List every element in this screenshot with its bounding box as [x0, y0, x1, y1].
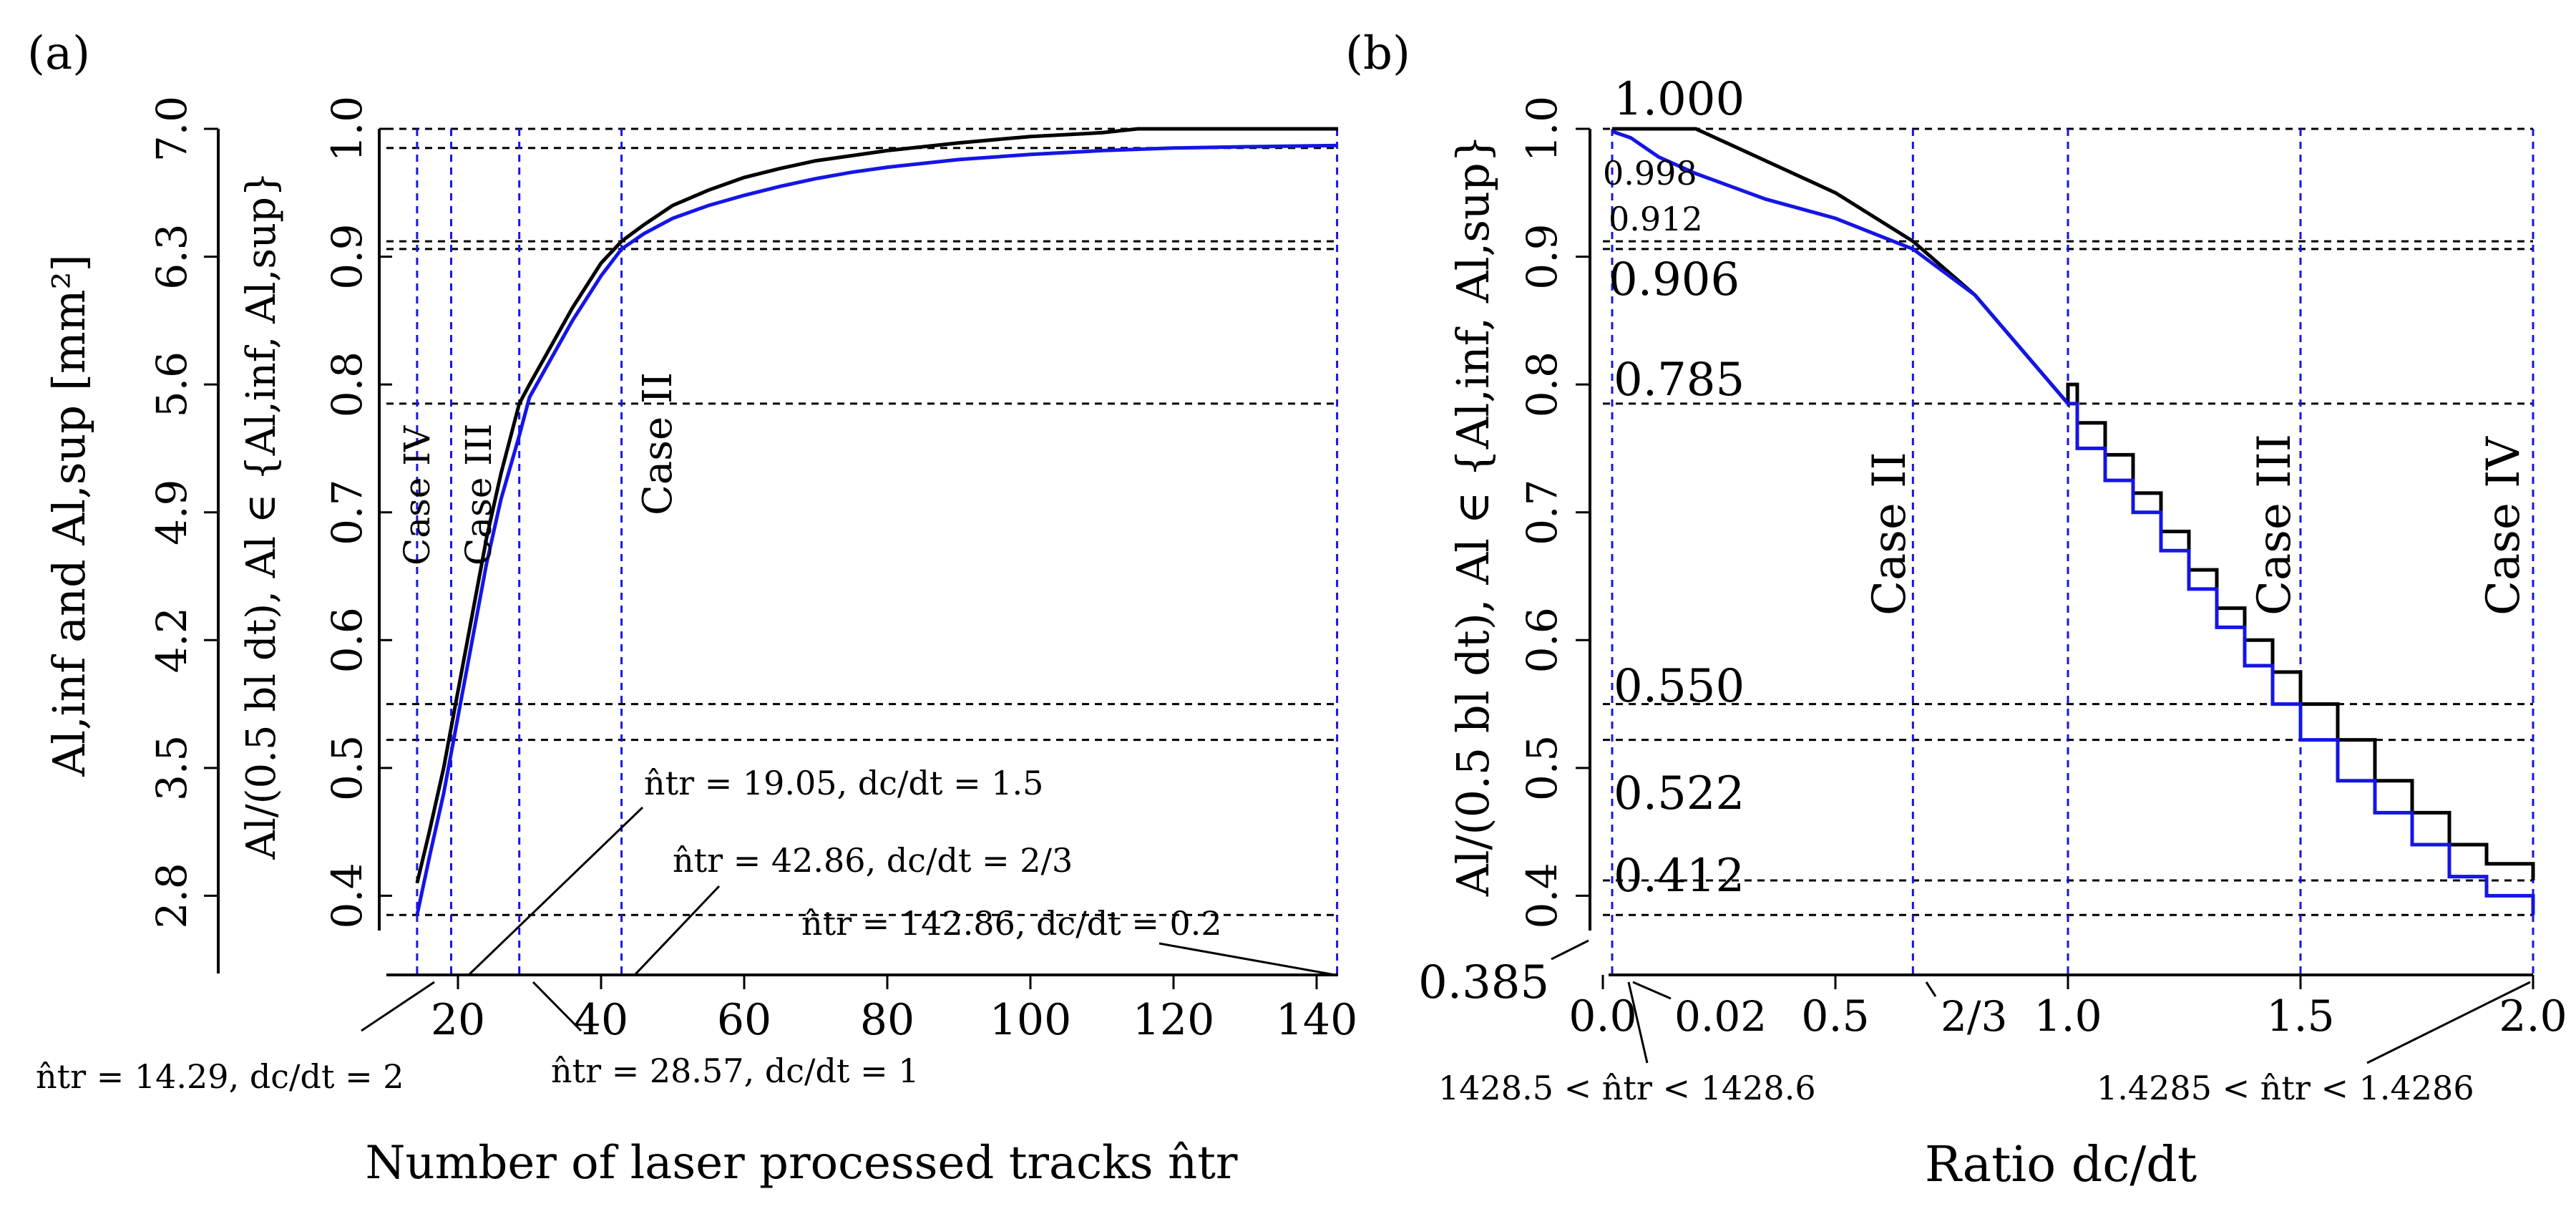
panel-a-x-tick-label: 100 [990, 995, 1072, 1045]
panel-a-x-tick-label: 80 [860, 995, 914, 1045]
panel-a-area-tick-label: 6.3 [147, 223, 196, 289]
panel-a-x-tick-label: 120 [1133, 995, 1215, 1045]
panel-b-label: (b) [1345, 27, 1410, 80]
tick-002: 0.02 [1674, 992, 1767, 1041]
panel-a-series-sup [415, 127, 1338, 884]
panel-a-ratio-tick-label: 0.9 [323, 223, 371, 289]
panel-b-y-tick-label: 0.9 [1518, 223, 1566, 289]
panel-a-area-tick-label: 4.2 [147, 607, 196, 673]
panel-b-y-tick-label: 0.6 [1518, 607, 1566, 673]
annotation-1428: 1428.5 < n̂tr < 1428.6 [1438, 1069, 1816, 1107]
leader-19 [467, 806, 644, 976]
panel-a-case-iv: Case IV [396, 425, 438, 565]
panel-a-x-tick-label: 140 [1276, 995, 1358, 1045]
leader-1428 [1627, 981, 1649, 1064]
panel-a-case-ii: Case II [635, 372, 681, 515]
panel-b-ylabel: Al/(0.5 bl dt), Al ∈ {Al,inf, Al,sup} [1447, 135, 1499, 897]
leader-142 [1158, 942, 1336, 976]
panel-a-label: (a) [27, 27, 90, 80]
panel-b-value-labels: 1.000 0.998 0.912 0.906 0.785 0.550 0.52… [1418, 73, 1745, 1009]
value-0412: 0.412 [1614, 850, 1745, 903]
annotation-142: n̂tr = 142.86, dc/dt = 0.2 [801, 904, 1222, 943]
panel-b: (b) 0.4 0.5 0.6 0.7 0.8 0.9 1.0 0.0 0.5 1.0 1.5 2.… [1345, 27, 2567, 1193]
panel-a-ratio-tick-label: 0.6 [323, 607, 371, 673]
leader-23 [1925, 981, 1937, 997]
leader-42 [633, 885, 721, 976]
panel-a-ratio-tick-label: 0.5 [323, 735, 371, 801]
panel-b-y-tick-label: 0.7 [1518, 480, 1566, 545]
panel-a-x-tick-label: 40 [574, 995, 628, 1045]
panel-a-x-tick-label: 60 [717, 995, 771, 1045]
annotation-42: n̂tr = 42.86, dc/dt = 2/3 [673, 841, 1073, 880]
panel-a-x-ticks: 20 40 60 80 100 120 140 [431, 975, 1357, 1045]
value-0550: 0.550 [1614, 660, 1745, 713]
panel-b-y-ticks: 0.4 0.5 0.6 0.7 0.8 0.9 1.0 [1518, 96, 1590, 929]
panel-b-y-tick-label: 1.0 [1518, 96, 1566, 162]
panel-a-horizontal-reference-lines [386, 127, 1338, 916]
annotation-28: n̂tr = 28.57, dc/dt = 1 [551, 1052, 919, 1090]
panel-a-ratio-tick-label: 0.7 [323, 480, 371, 545]
panel-a-ratio-tick-label: 1.0 [323, 96, 371, 162]
panel-b-xlabel: Ratio dc/dt [1925, 1137, 2197, 1193]
panel-b-series-inf [1611, 130, 2535, 916]
value-0785: 0.785 [1614, 354, 1745, 407]
panel-b-x-tick-label: 2.0 [2499, 991, 2567, 1041]
panel-a-ratio-tick-label: 0.4 [323, 863, 371, 928]
panel-a-case-iii: Case III [458, 424, 499, 565]
panel-b-x-tick-label: 0.0 [1568, 991, 1636, 1041]
panel-b-x-ticks: 0.0 0.5 1.0 1.5 2.0 [1568, 975, 2567, 1041]
value-0998: 0.998 [1603, 154, 1697, 193]
panel-a-xlabel: Number of laser processed tracks n̂tr [365, 1137, 1237, 1190]
tick-2-3: 2/3 [1941, 992, 2007, 1041]
panel-a-area-tick-label: 2.8 [147, 863, 196, 928]
panel-b-case-iii: Case III [2248, 434, 2301, 616]
panel-a-ratio-tick-label: 0.8 [323, 351, 371, 417]
panel-b-y-tick-label: 0.8 [1518, 351, 1566, 417]
panel-a-ylabel-inner: Al/(0.5 bl dt), Al ∈ {Al,inf, Al,sup} [238, 171, 285, 860]
leader-0385 [1551, 939, 1589, 961]
panel-a-area-tick-label: 7.0 [147, 96, 196, 162]
panel-a-annotations: n̂tr = 19.05, dc/dt = 1.5 n̂tr = 42.86, … [36, 764, 1336, 1096]
value-1000: 1.000 [1614, 73, 1745, 126]
panel-a-ylabel-outer: Al,inf and Al,sup [mm²] [43, 254, 95, 777]
panel-a-area-tick-label: 4.9 [147, 480, 196, 545]
panel-b-x-tick-label: 1.5 [2266, 991, 2334, 1041]
panel-a-series [415, 127, 1339, 916]
panel-b-y-tick-label: 0.4 [1518, 863, 1566, 928]
panel-b-vertical-reference-lines [1611, 129, 2534, 975]
leader-28 [532, 981, 582, 1032]
panel-a: (a) 2.83.54.24.95.66.37.0 0.40.50.60.70.… [27, 27, 1357, 1190]
panel-b-series [1611, 127, 2535, 916]
annotation-14: n̂tr = 14.29, dc/dt = 2 [36, 1057, 404, 1096]
panel-b-x-tick-label: 1.0 [2034, 991, 2102, 1041]
panel-a-series-inf [415, 143, 1339, 916]
panel-b-y-tick-label: 0.5 [1518, 735, 1566, 801]
panel-b-case-ii: Case II [1863, 452, 1916, 616]
value-0912: 0.912 [1609, 200, 1703, 238]
leader-002 [1632, 981, 1672, 1000]
panel-b-x-tick-label: 0.5 [1801, 991, 1869, 1041]
value-0385: 0.385 [1418, 956, 1549, 1009]
value-0906: 0.906 [1609, 253, 1740, 306]
value-0522: 0.522 [1614, 767, 1745, 820]
panel-a-x-tick-label: 20 [431, 995, 485, 1045]
annotation-19: n̂tr = 19.05, dc/dt = 1.5 [644, 764, 1043, 802]
panel-a-area-tick-label: 5.6 [147, 351, 196, 417]
leader-14285 [2366, 981, 2531, 1064]
panel-a-ratio-ticks: 0.4 0.5 0.6 0.7 0.8 0.9 1.0 [323, 96, 392, 929]
panel-a-area-tick-label: 3.5 [147, 735, 196, 801]
panel-a-area-ticks: 2.8 3.5 4.2 4.9 5.6 6.3 7.0 [147, 96, 218, 929]
leader-14 [361, 981, 435, 1032]
panel-b-case-iv: Case IV [2477, 436, 2530, 616]
annotation-14285: 1.4285 < n̂tr < 1.4286 [2097, 1069, 2474, 1107]
